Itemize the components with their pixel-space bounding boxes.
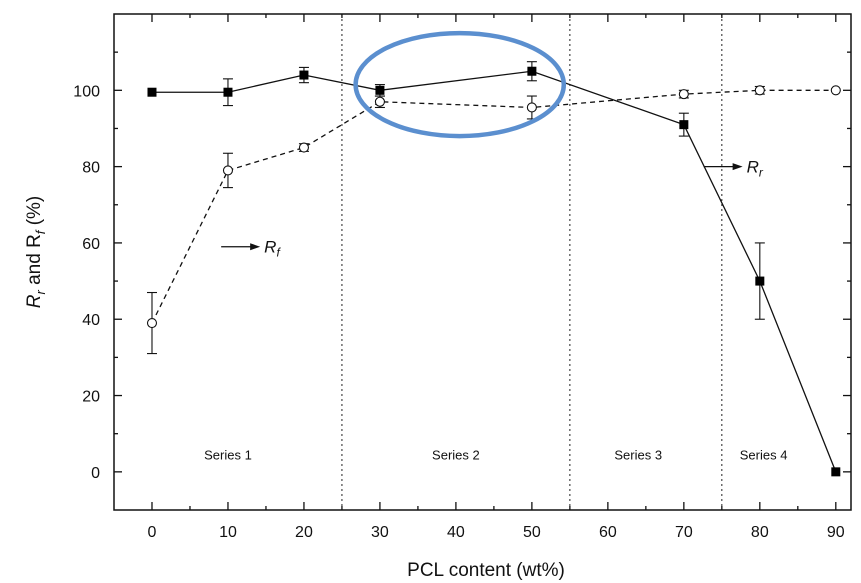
x-tick-label-50: 50	[523, 524, 541, 541]
y-axis-title-sub1: r	[33, 290, 48, 295]
data-point-Rf-50	[526, 102, 537, 113]
annotation-label-1: Rf	[264, 238, 281, 260]
y-tick-label-100: 100	[73, 83, 100, 100]
data-point-Rr-20	[299, 70, 309, 80]
data-point-Rf-10	[222, 165, 234, 176]
data-point-Rr-80	[755, 276, 765, 286]
data-point-Rr-70	[679, 120, 689, 130]
region-label-1: Series 1	[204, 448, 252, 463]
data-point-Rr-90	[831, 467, 841, 477]
region-label-4: Series 4	[740, 448, 788, 463]
x-tick-label-10: 10	[219, 524, 237, 541]
series-line-Rf	[151, 89, 836, 324]
data-point-Rr-10	[223, 87, 233, 97]
highlight-ellipse	[353, 30, 567, 139]
annotation-label-sub-2: r	[759, 166, 764, 180]
data-point-Rf-0	[146, 317, 158, 329]
x-tick-label-0: 0	[148, 524, 157, 541]
region-label-2: Series 2	[432, 448, 480, 463]
x-tick-label-90: 90	[827, 524, 845, 541]
error-bars	[146, 61, 765, 355]
data-point-Rr-0	[147, 87, 157, 97]
data-point-Rf-80	[754, 85, 765, 96]
y-axis-title-part3: (%)	[24, 196, 45, 231]
y-tick-label-60: 60	[82, 236, 100, 253]
x-tick-label-30: 30	[371, 524, 389, 541]
x-tick-label-20: 20	[295, 524, 313, 541]
annotation-label-sub-1: f	[276, 246, 281, 260]
y-tick-label-80: 80	[82, 160, 100, 177]
annotation-label-2: Rr	[747, 158, 764, 180]
annotation-arrowhead-2	[732, 163, 743, 171]
x-tick-label-80: 80	[751, 524, 769, 541]
data-point-Rf-30	[374, 96, 385, 107]
x-tick-label-60: 60	[599, 524, 617, 541]
tick-labels: 0 10 20 30 40 50 60 70 80 90 0 20 40 60 80 100	[73, 83, 845, 541]
x-axis-title: PCL content (wt%)	[407, 560, 565, 581]
y-tick-label-0: 0	[91, 465, 100, 482]
data-point-Rf-90	[830, 85, 841, 96]
y-tick-label-40: 40	[82, 312, 100, 329]
series-lines	[151, 70, 837, 473]
annotation-label-main-1: R	[264, 238, 276, 257]
x-tick-label-40: 40	[447, 524, 465, 541]
highlight	[353, 30, 567, 139]
region-labels: Series 1 Series 2 Series 3 Series 4	[204, 448, 787, 463]
plot-frame	[113, 13, 852, 511]
annotation-arrowhead-1	[250, 243, 261, 251]
y-axis-title-part2: and R	[24, 234, 45, 290]
y-axis-title: Rr and Rf (%)	[24, 196, 48, 309]
series-line-Rr	[151, 70, 837, 473]
y-axis-title-part1: R	[24, 294, 45, 308]
region-label-3: Series 3	[614, 448, 662, 463]
data-point-Rf-70	[678, 89, 689, 100]
x-tick-label-70: 70	[675, 524, 693, 541]
data-point-Rf-20	[298, 142, 309, 153]
series-markers	[146, 66, 841, 477]
data-point-Rr-30	[375, 85, 385, 95]
annotation-label-main-2: R	[747, 158, 759, 177]
y-tick-label-20: 20	[82, 389, 100, 406]
data-point-Rr-50	[527, 66, 537, 76]
axes	[113, 13, 852, 511]
y-axis-title-sub2: f	[33, 229, 48, 234]
